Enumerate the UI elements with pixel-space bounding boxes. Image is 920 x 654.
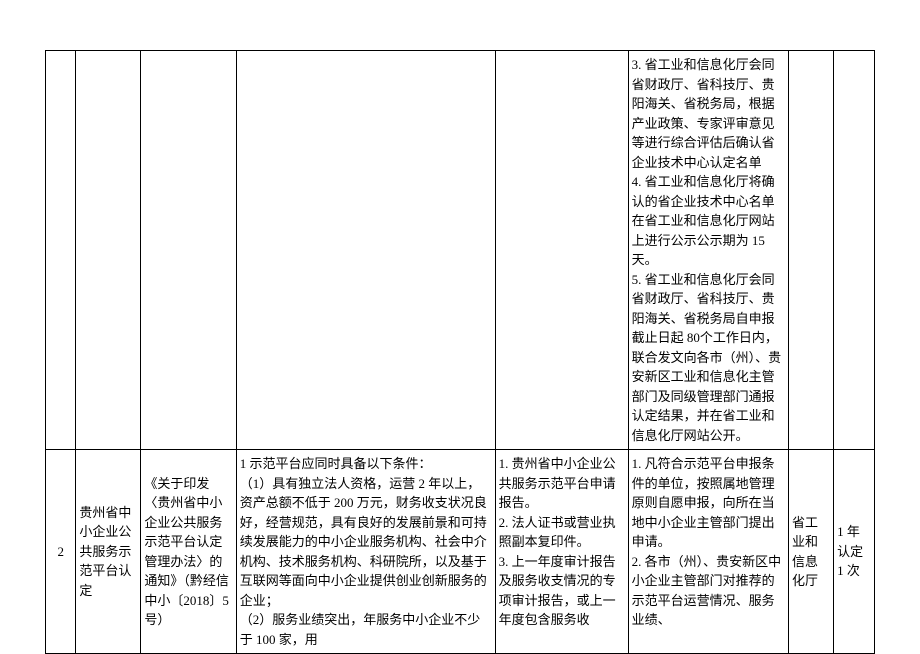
cell-name xyxy=(76,51,141,450)
cell-num: 2 xyxy=(46,450,76,654)
document-page: 3. 省工业和信息化厅会同省财政厅、省科技厅、贵阳海关、省税务局，根据产业政策、… xyxy=(0,0,920,651)
table-row: 3. 省工业和信息化厅会同省财政厅、省科技厅、贵阳海关、省税务局，根据产业政策、… xyxy=(46,51,875,450)
cell-basis: 《关于印发〈贵州省中小企业公共服务示范平台认定管理办法〉的通知》（黔经信中小〔2… xyxy=(141,450,236,654)
content-table: 3. 省工业和信息化厅会同省财政厅、省科技厅、贵阳海关、省税务局，根据产业政策、… xyxy=(45,50,875,654)
cell-name: 贵州省中小企业公共服务示范平台认定 xyxy=(76,450,141,654)
cell-freq xyxy=(834,51,875,450)
cell-cond: 1 示范平台应同时具备以下条件： （1）具有独立法人资格，运营 2 年以上，资产… xyxy=(236,450,495,654)
cell-apply: 1. 贵州省中小企业公共服务示范平台申请报告。 2. 法人证书或营业执照副本复印… xyxy=(495,450,628,654)
cell-basis xyxy=(141,51,236,450)
cell-num xyxy=(46,51,76,450)
table-row: 2 贵州省中小企业公共服务示范平台认定 《关于印发〈贵州省中小企业公共服务示范平… xyxy=(46,450,875,654)
cell-freq: 1 年认定 1 次 xyxy=(834,450,875,654)
cell-apply xyxy=(495,51,628,450)
cell-proc: 1. 凡符合示范平台申报条件的单位，按照属地管理原则自愿申报，向所在当地中小企业… xyxy=(628,450,788,654)
cell-dept xyxy=(789,51,834,450)
cell-dept: 省工业和信息化厅 xyxy=(789,450,834,654)
cell-proc: 3. 省工业和信息化厅会同省财政厅、省科技厅、贵阳海关、省税务局，根据产业政策、… xyxy=(628,51,788,450)
cell-cond xyxy=(236,51,495,450)
